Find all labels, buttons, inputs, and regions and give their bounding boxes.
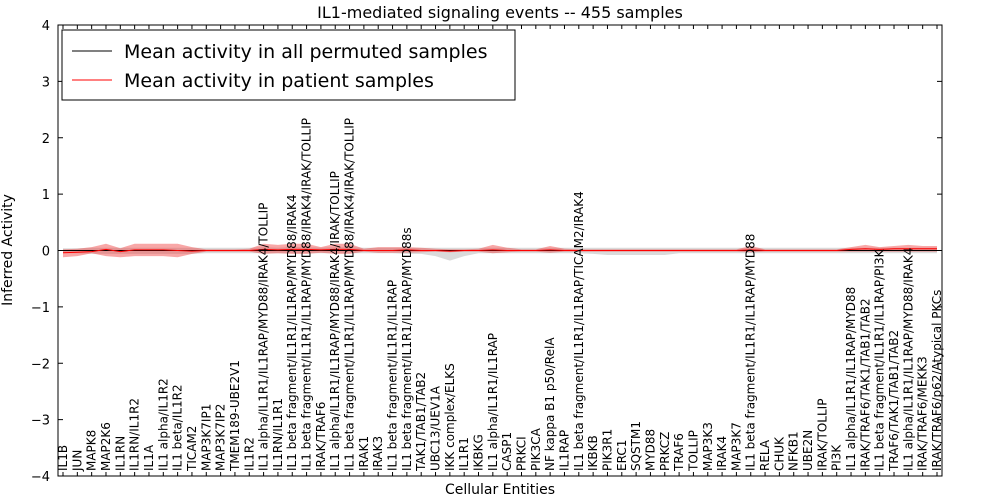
category-label: MAP3K7IP2 bbox=[214, 404, 228, 471]
category-label: MYD88 bbox=[643, 429, 657, 471]
category-label: IL1 beta fragment/IL1R1/IL1RAP/MYD88 bbox=[744, 234, 758, 471]
category-label: IL1 alpha/IL1R1/IL1RAP/MYD88/IRAK4 bbox=[901, 248, 915, 471]
legend-label-permuted: Mean activity in all permuted samples bbox=[124, 41, 487, 63]
category-label: IL1RN/IL1R2 bbox=[128, 398, 142, 471]
category-label: ERC1 bbox=[615, 440, 629, 471]
category-label: MAP3K7 bbox=[729, 422, 743, 471]
category-label: IL1 alpha/IL1R2 bbox=[156, 378, 170, 471]
y-tick-label: 3 bbox=[42, 75, 50, 90]
legend: Mean activity in all permuted samples Me… bbox=[61, 29, 516, 101]
category-label: IL1RAP bbox=[558, 430, 572, 471]
legend-box bbox=[61, 29, 516, 101]
category-label: IL1B bbox=[56, 445, 70, 471]
category-label: IRAK3 bbox=[371, 436, 385, 471]
category-label: IL1 beta fragment/IL1R1/IL1RAP/TICAM2/IR… bbox=[572, 191, 586, 471]
category-label: MAP2K6 bbox=[99, 422, 113, 471]
category-label: UBE2N bbox=[801, 430, 815, 471]
category-label: IL1 alpha/IL1R1/IL1RAP/MYD88/IRAK4/IRAK/… bbox=[328, 171, 342, 471]
y-tick-label: 2 bbox=[42, 132, 50, 147]
category-label: TAK1/TAB1/TAB2 bbox=[414, 372, 428, 472]
category-label: IL1R1 bbox=[457, 437, 471, 471]
category-label: IL1R2 bbox=[242, 437, 256, 471]
category-label: IL1 alpha/IL1R1/IL1RAP/MYD88 bbox=[844, 287, 858, 471]
y-tick-label: 4 bbox=[42, 19, 50, 34]
category-label: IRAK/TOLLIP bbox=[815, 399, 829, 471]
category-label: IRAK/TRAF6/p62/Atypical PKCs bbox=[930, 290, 944, 471]
category-labels: IL1B JUN MAPK8 MAP2K6 IL1RN IL1RN/IL1R2 IL1A IL… bbox=[56, 118, 944, 472]
category-label: IL1 beta fragment/IL1R1/IL1RAP/MYD88s bbox=[400, 227, 414, 471]
y-tick-label: −2 bbox=[31, 357, 50, 372]
category-label: PI3K bbox=[830, 444, 844, 471]
category-label: UBC13/UEV1A bbox=[429, 385, 443, 471]
series-lines bbox=[62, 248, 937, 254]
category-label: SQSTM1 bbox=[629, 421, 643, 471]
category-label: TMEM189-UBE2V1 bbox=[228, 360, 242, 472]
category-label: JUN bbox=[70, 450, 84, 472]
category-label: IL1 beta/IL1R2 bbox=[171, 384, 185, 471]
category-label: IL1 beta fragment/IL1R1/IL1RAP/MYD88/IRA… bbox=[300, 118, 314, 471]
legend-label-patient: Mean activity in patient samples bbox=[124, 70, 434, 92]
category-label: NFKB1 bbox=[787, 431, 801, 471]
category-label: IKBKB bbox=[586, 435, 600, 471]
category-label: TRAF6 bbox=[672, 433, 686, 472]
category-label: PRKCI bbox=[515, 436, 529, 471]
y-axis-ticks: −4 −3 −2 −1 0 1 2 3 4 bbox=[31, 19, 942, 485]
x-axis-label: Cellular Entities bbox=[445, 482, 555, 498]
category-label: PRKCZ bbox=[658, 432, 672, 471]
category-label: MAP3K7IP1 bbox=[199, 404, 213, 471]
category-label: IL1RN bbox=[113, 436, 127, 471]
category-label: PIK3CA bbox=[529, 427, 543, 471]
category-label: CASP1 bbox=[500, 432, 514, 471]
category-label: IRAK4 bbox=[715, 436, 729, 471]
category-label: IL1RN/IL1R1 bbox=[271, 398, 285, 471]
category-label: NF kappa B1 p50/RelA bbox=[543, 337, 557, 471]
line-patient-mean bbox=[62, 248, 937, 254]
category-label: TOLLIP bbox=[686, 430, 700, 472]
y-tick-label: −3 bbox=[31, 414, 50, 429]
category-label: IL1 alpha/IL1R1/IL1RAP/MYD88/IRAK4/TOLLI… bbox=[257, 203, 271, 471]
category-label: RELA bbox=[758, 439, 772, 471]
category-label: IL1 beta fragment/IL1R1/IL1RAP bbox=[386, 280, 400, 471]
category-label: IL1 alpha/IL1R1/IL1RAP bbox=[486, 333, 500, 471]
category-label: TRAF6/TAK1/TAB1/TAB2 bbox=[887, 330, 901, 472]
category-label: IRAK/TRAF6/MEKK3 bbox=[916, 356, 930, 471]
category-label: IL1 beta fragment/IL1R1/IL1RAP/PI3K bbox=[873, 248, 887, 471]
category-label: MAP3K3 bbox=[701, 422, 715, 471]
y-tick-label: −4 bbox=[31, 470, 50, 485]
category-label: IL1A bbox=[142, 444, 156, 471]
y-axis-label: Inferred Activity bbox=[0, 194, 16, 306]
category-label: IKK complex/ELKS bbox=[443, 363, 457, 471]
category-label: IRAK1 bbox=[357, 436, 371, 471]
y-tick-label: −1 bbox=[31, 301, 50, 316]
category-label: MAPK8 bbox=[85, 430, 99, 471]
category-label: CHUK bbox=[772, 436, 786, 471]
category-label: IRAK/TRAF6/TAK1/TAB1/TAB2 bbox=[858, 298, 872, 471]
category-label: IL1 beta fragment/IL1R1/IL1RAP/MYD88/IRA… bbox=[343, 118, 357, 471]
category-label: IL1 beta fragment/IL1R1/IL1RAP/MYD88/IRA… bbox=[285, 194, 299, 471]
category-label: IRAK/TRAF6 bbox=[314, 402, 328, 471]
y-tick-label: 0 bbox=[42, 245, 50, 260]
category-label: TICAM2 bbox=[185, 426, 199, 472]
y-tick-label: 1 bbox=[42, 188, 50, 203]
chart-title: IL1-mediated signaling events -- 455 sam… bbox=[317, 3, 683, 22]
category-label: IKBKG bbox=[472, 434, 486, 471]
category-label: PIK3R1 bbox=[601, 429, 615, 471]
